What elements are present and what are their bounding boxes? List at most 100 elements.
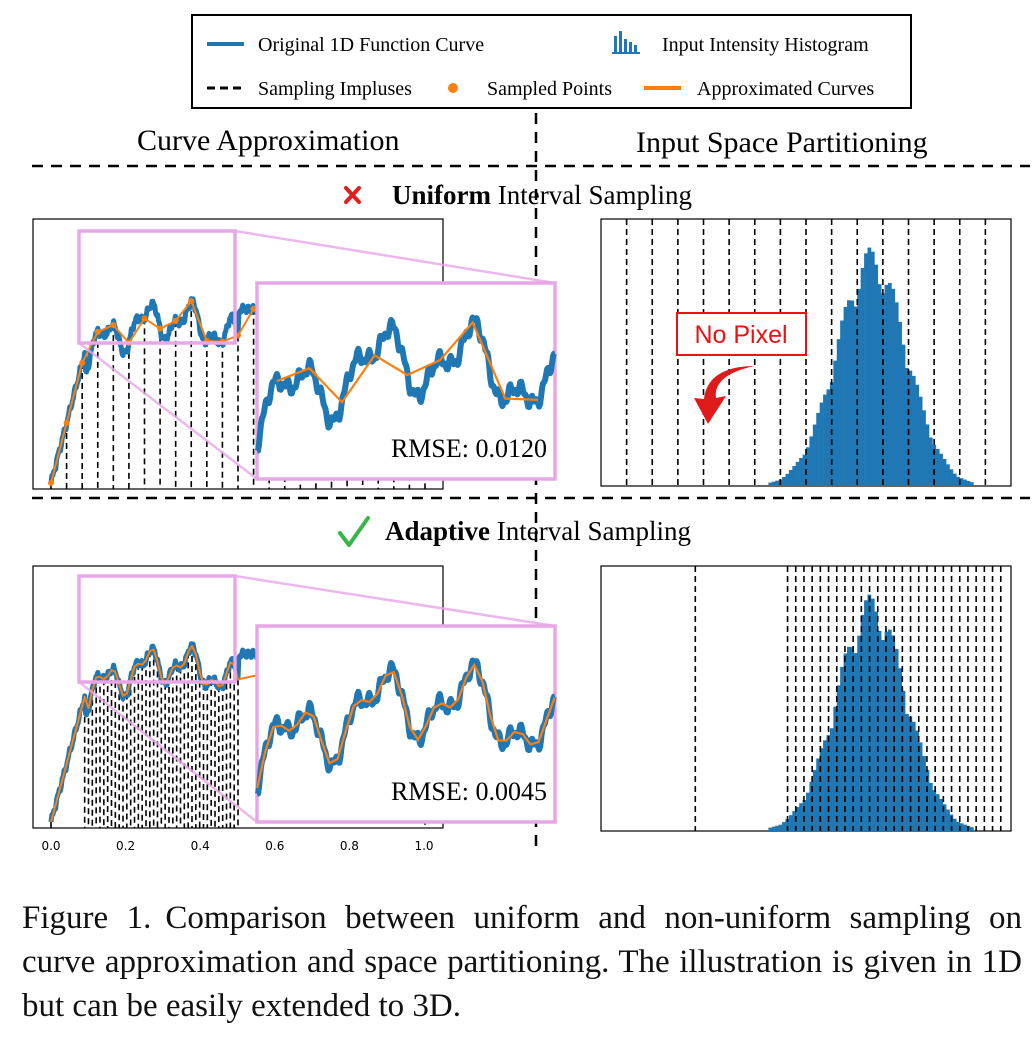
uniform-hist-bar bbox=[826, 389, 831, 486]
adaptive-hist-bar bbox=[949, 814, 954, 831]
row1-title-rest: Interval Sampling bbox=[491, 180, 692, 210]
uniform-sampled-point bbox=[188, 298, 195, 305]
adaptive-hist-bar bbox=[792, 811, 797, 831]
uniform-hist-bar bbox=[819, 402, 824, 486]
x-tick-label: 0.4 bbox=[191, 839, 210, 853]
adaptive-hist-bar bbox=[898, 668, 902, 831]
uniform-zoom-connector bbox=[78, 342, 258, 480]
row1-title-bold: Uniform bbox=[392, 180, 491, 210]
adaptive-hist-bar bbox=[778, 824, 783, 831]
adaptive-rmse-label: RMSE: 0.0045 bbox=[391, 777, 547, 806]
uniform-hist-bar bbox=[932, 444, 937, 486]
legend-label-histogram: Input Intensity Histogram bbox=[662, 34, 869, 56]
adaptive-hist-bar bbox=[771, 826, 776, 831]
adaptive-hist-bar bbox=[963, 824, 967, 831]
adaptive-hist-bar bbox=[853, 653, 858, 831]
legend-label-approx: Approximated Curves bbox=[697, 78, 874, 100]
uniform-hist-bar bbox=[939, 453, 943, 486]
uniform-inset-original-curve bbox=[255, 314, 557, 454]
adaptive-hist-bar bbox=[833, 706, 838, 831]
uniform-hist-bar bbox=[864, 253, 868, 486]
adaptive-hist-bar bbox=[802, 799, 807, 831]
header-left: Curve Approximation bbox=[137, 124, 399, 157]
adaptive-hist-bar bbox=[908, 716, 913, 831]
uniform-hist-bar bbox=[792, 465, 797, 486]
legend-label-original: Original 1D Function Curve bbox=[258, 34, 484, 56]
x-tick-label: 1.0 bbox=[414, 839, 433, 853]
uniform-sampled-point bbox=[250, 305, 257, 312]
uniform-hist-bar bbox=[816, 412, 820, 486]
uniform-hist-bar bbox=[795, 461, 800, 486]
uniform-hist-bar bbox=[901, 344, 906, 486]
uniform-hist-bar bbox=[966, 480, 971, 486]
uniform-sampled-point bbox=[141, 315, 148, 322]
adaptive-hist-bar bbox=[782, 822, 786, 831]
uniform-sampled-point bbox=[63, 420, 70, 426]
uniform-hist-bar bbox=[918, 396, 923, 486]
no-pixel-label: No Pixel bbox=[694, 321, 787, 349]
legend-marker-points bbox=[448, 83, 458, 93]
adaptive-hist-bar bbox=[905, 713, 909, 831]
curved-arrow-icon bbox=[694, 366, 755, 424]
cross-icon bbox=[344, 186, 361, 204]
uniform-inset-approx-curve bbox=[276, 320, 539, 405]
adaptive-hist-bar bbox=[870, 598, 875, 831]
uniform-hist-bar bbox=[905, 367, 909, 486]
legend-box bbox=[191, 14, 912, 109]
curve-plot-adaptive: RMSE: 0.0045 bbox=[32, 565, 557, 829]
uniform-hist-bar bbox=[833, 360, 838, 486]
adaptive-hist-bar bbox=[918, 742, 923, 831]
adaptive-hist-bar bbox=[911, 721, 916, 831]
no-pixel-annotation: No Pixel bbox=[676, 312, 807, 424]
adaptive-hist-bar bbox=[922, 755, 926, 831]
x-tick-label: 0.8 bbox=[340, 839, 359, 853]
header-right: Input Space Partitioning bbox=[636, 126, 928, 159]
uniform-inset-frame bbox=[255, 281, 557, 481]
histogram-icon bbox=[612, 31, 640, 54]
row2-title: Adaptive Interval Sampling bbox=[385, 516, 691, 546]
legend-label-points: Sampled Points bbox=[487, 78, 612, 100]
adaptive-hist-bar bbox=[894, 648, 899, 831]
adaptive-hist-bar bbox=[847, 646, 851, 831]
adaptive-hist-bar bbox=[952, 818, 957, 831]
uniform-hist-bar bbox=[874, 264, 879, 486]
uniform-sampled-point bbox=[48, 480, 54, 486]
uniform-hist-bar bbox=[802, 454, 807, 486]
uniform-rmse-label: RMSE: 0.0120 bbox=[391, 434, 547, 463]
uniform-zoom-region bbox=[77, 229, 237, 345]
x-tick-label: 0.0 bbox=[41, 839, 60, 853]
uniform-hist-bar bbox=[911, 375, 916, 486]
legend: Original 1D Function Curve Input Intensi… bbox=[191, 14, 912, 109]
caption-text: Comparison between uniform and non-unifo… bbox=[22, 900, 1022, 1024]
adaptive-hist-bar bbox=[775, 825, 779, 831]
uniform-hist-bar bbox=[788, 470, 793, 486]
uniform-hist-bar bbox=[884, 284, 889, 486]
uniform-hist-bar bbox=[898, 321, 902, 486]
adaptive-hist-bar bbox=[819, 748, 824, 831]
uniform-sampled-point bbox=[157, 325, 164, 332]
uniform-hist-bar bbox=[956, 476, 961, 486]
adaptive-hist-bar bbox=[806, 792, 810, 831]
adaptive-zoom-region bbox=[77, 574, 237, 684]
uniform-hist-bar bbox=[857, 289, 861, 486]
uniform-hist-bar bbox=[952, 473, 957, 486]
uniform-hist-bar bbox=[877, 284, 882, 486]
adaptive-hist-bar bbox=[788, 815, 793, 831]
adaptive-hist-bar bbox=[840, 666, 844, 831]
adaptive-hist-bar bbox=[939, 798, 943, 831]
adaptive-hist-bar bbox=[826, 735, 831, 831]
uniform-hist-bar bbox=[840, 320, 844, 486]
adaptive-hist-bar bbox=[799, 803, 803, 831]
uniform-hist-bar bbox=[768, 482, 773, 486]
adaptive-hist-bar bbox=[929, 782, 933, 831]
adaptive-hist-bar bbox=[816, 758, 820, 831]
uniform-zoom-connector bbox=[234, 229, 556, 285]
x-tick-label: 0.6 bbox=[265, 839, 284, 853]
adaptive-hist-bar bbox=[864, 600, 868, 831]
adaptive-hist-bar bbox=[812, 770, 817, 831]
adaptive-inset-approx-curve bbox=[256, 662, 556, 789]
adaptive-hist-bar bbox=[942, 804, 947, 831]
uniform-hist-bar bbox=[775, 480, 779, 486]
uniform-hist-bar bbox=[888, 282, 892, 486]
uniform-hist-bar bbox=[946, 464, 950, 486]
